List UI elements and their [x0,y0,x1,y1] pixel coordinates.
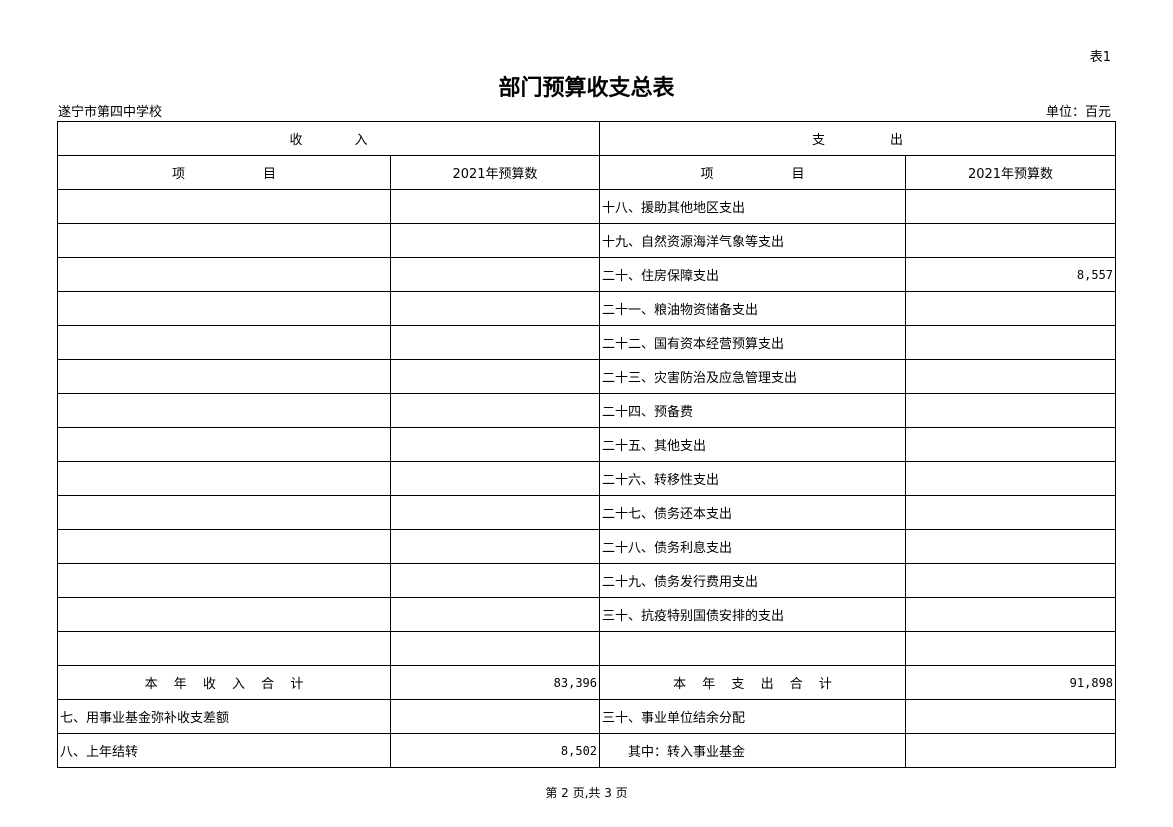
income-amount [389,223,601,258]
expense-item: 二十四、预备费 [599,393,907,428]
page-footer: 第 2 页,共 3 页 [545,786,628,800]
expense-item: 二十六、转移性支出 [599,461,907,496]
expense-item [599,631,907,666]
income-item: 本 年 收 入 合 计 [57,665,391,700]
income-item [57,223,391,258]
expense-amount [905,325,1117,360]
expense-amount [905,699,1117,734]
table-row: 二十二、国有资本经营预算支出 [57,325,1117,360]
income-amount [389,427,601,462]
income-amount [389,189,601,224]
unit-label: 单位：百元 [1045,105,1111,120]
section-header-row: 收 入 支 出 [56,121,1117,156]
expense-item: 二十五、其他支出 [599,427,907,462]
expense-amount [905,359,1117,394]
expense-item: 二十九、债务发行费用支出 [599,563,907,598]
expense-item: 十八、援助其他地区支出 [599,189,907,224]
expense-item: 本 年 支 出 合 计 [599,665,907,700]
income-item [57,427,391,462]
expense-amount [905,631,1117,666]
table-row: 十九、自然资源海洋气象等支出 [57,223,1117,258]
table-row: 二十六、转移性支出 [57,461,1117,496]
income-item: 七、用事业基金弥补收支差额 [57,699,391,734]
income-item [57,257,391,292]
income-item [57,291,391,326]
income-amount [389,359,601,394]
expense-amount [905,733,1117,768]
income-amount: 83,396 [389,665,601,700]
income-item [57,597,391,632]
table-row: 二十四、预备费 [57,393,1117,428]
expense-item: 二十二、国有资本经营预算支出 [599,325,907,360]
table-row: 二十九、债务发行费用支出 [57,563,1117,598]
income-amount [389,699,601,734]
expense-item-header: 项 目 [599,155,907,190]
expense-item: 二十、住房保障支出 [599,257,907,292]
expense-item: 二十八、债务利息支出 [599,529,907,564]
expense-header: 支 出 [599,121,1117,156]
organization-name: 遂宁市第四中学校 [58,105,163,120]
expense-item: 二十三、灾害防治及应急管理支出 [599,359,907,394]
expense-amount [905,189,1117,224]
income-amount [389,631,601,666]
income-item [57,529,391,564]
expense-amount: 91,898 [905,665,1117,700]
income-item [57,359,391,394]
table-row: 十八、援助其他地区支出 [57,189,1117,224]
income-item [57,393,391,428]
income-amount [389,597,601,632]
table-row: 二十三、灾害防治及应急管理支出 [57,359,1117,394]
table-row: 八、上年结转 8,502 其中：转入事业基金 [57,733,1117,768]
table-row: 二十一、粮油物资储备支出 [57,291,1117,326]
income-amount [389,563,601,598]
expense-amount [905,529,1117,564]
table-row: 二十八、债务利息支出 [57,529,1117,564]
income-amount [389,291,601,326]
page-title: 部门预算收支总表 [498,76,675,101]
expense-item: 三十、事业单位结余分配 [599,699,907,734]
table-number: 表1 [1089,50,1111,65]
expense-amount: 8,557 [905,257,1117,292]
table-row [57,631,1117,666]
expense-amount [905,461,1117,496]
budget-table: 收 入 支 出 项 目 2021年预算数 项 目 2021年预算数 十八、援助其… [56,121,1117,768]
income-amount: 8,502 [389,733,601,768]
expense-item: 十九、自然资源海洋气象等支出 [599,223,907,258]
expense-item: 其中：转入事业基金 [599,733,907,768]
expense-amount [905,427,1117,462]
income-item [57,495,391,530]
income-amount [389,529,601,564]
income-amount [389,325,601,360]
table-row: 三十、抗疫特别国债安排的支出 [57,597,1117,632]
income-amount [389,461,601,496]
income-item [57,461,391,496]
expense-amount [905,597,1117,632]
expense-amount [905,495,1117,530]
income-header: 收 入 [56,121,601,156]
income-item-header: 项 目 [57,155,391,190]
income-item [57,325,391,360]
expense-amount [905,223,1117,258]
expense-amount [905,563,1117,598]
income-item: 八、上年结转 [57,733,391,768]
income-amount [389,495,601,530]
expense-item: 三十、抗疫特别国债安排的支出 [599,597,907,632]
income-amount [389,257,601,292]
table-row: 二十、住房保障支出 8,557 [57,257,1117,292]
table-row: 七、用事业基金弥补收支差额 三十、事业单位结余分配 [57,699,1117,734]
expense-budget-header: 2021年预算数 [905,155,1117,190]
table-row: 二十七、债务还本支出 [57,495,1117,530]
income-item [57,189,391,224]
expense-item: 二十七、债务还本支出 [599,495,907,530]
totals-row: 本 年 收 入 合 计 83,396 本 年 支 出 合 计 91,898 [57,665,1117,700]
expense-amount [905,393,1117,428]
income-item [57,563,391,598]
expense-amount [905,291,1117,326]
income-budget-header: 2021年预算数 [389,155,601,190]
income-amount [389,393,601,428]
table-row: 二十五、其他支出 [57,427,1117,462]
column-header-row: 项 目 2021年预算数 项 目 2021年预算数 [57,155,1117,190]
expense-item: 二十一、粮油物资储备支出 [599,291,907,326]
income-item [57,631,391,666]
